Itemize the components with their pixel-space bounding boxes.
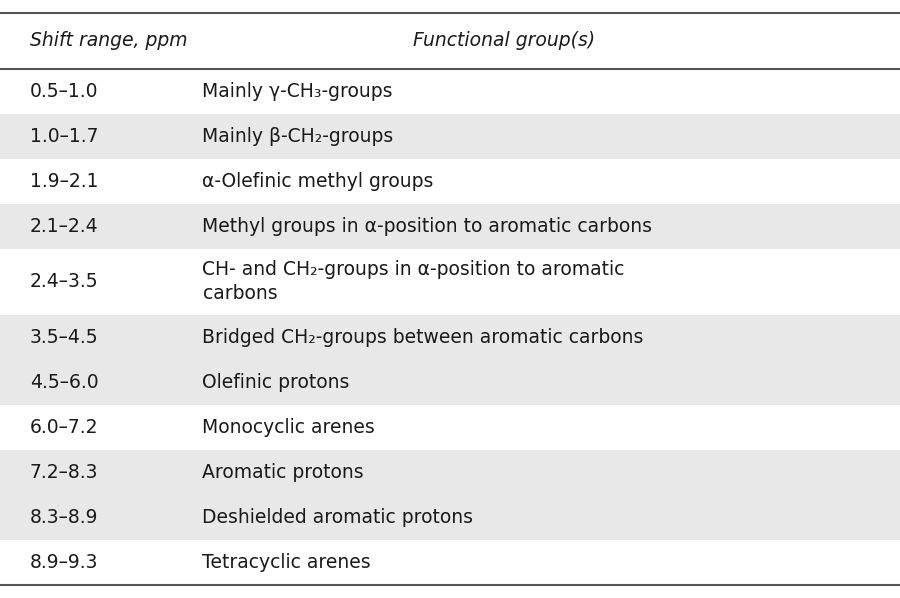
Bar [0,204,900,249]
Text: 7.2–8.3: 7.2–8.3 [30,463,98,482]
Text: 1.9–2.1: 1.9–2.1 [30,172,98,191]
Text: 3.5–4.5: 3.5–4.5 [30,328,98,347]
Text: 6.0–7.2: 6.0–7.2 [30,418,98,437]
Text: 2.1–2.4: 2.1–2.4 [30,216,98,236]
Text: 8.3–8.9: 8.3–8.9 [30,508,98,527]
Bar [0,450,900,495]
Bar [0,495,900,540]
Bar [0,315,900,360]
Text: 0.5–1.0: 0.5–1.0 [30,81,98,100]
Bar [0,360,900,405]
Text: Mainly β-CH₂-groups: Mainly β-CH₂-groups [202,127,394,145]
Text: Methyl groups in α-position to aromatic carbons: Methyl groups in α-position to aromatic … [202,216,652,236]
Text: 4.5–6.0: 4.5–6.0 [30,373,98,392]
Text: Monocyclic arenes: Monocyclic arenes [202,418,375,437]
Text: Shift range, ppm: Shift range, ppm [30,31,187,50]
Text: Deshielded aromatic protons: Deshielded aromatic protons [202,508,473,527]
Text: 8.9–9.3: 8.9–9.3 [30,553,98,572]
Text: Tetracyclic arenes: Tetracyclic arenes [202,553,371,572]
Bar [0,114,900,158]
Text: 2.4–3.5: 2.4–3.5 [30,272,98,291]
Text: Functional group(s): Functional group(s) [413,31,595,50]
Text: 1.0–1.7: 1.0–1.7 [30,127,98,145]
Text: CH- and CH₂-groups in α-position to aromatic
carbons: CH- and CH₂-groups in α-position to arom… [202,260,625,303]
Text: α-Olefinic methyl groups: α-Olefinic methyl groups [202,172,434,191]
Text: Aromatic protons: Aromatic protons [202,463,364,482]
Text: Olefinic protons: Olefinic protons [202,373,350,392]
Text: Mainly γ-CH₃-groups: Mainly γ-CH₃-groups [202,81,393,100]
Text: Bridged CH₂-groups between aromatic carbons: Bridged CH₂-groups between aromatic carb… [202,328,644,347]
